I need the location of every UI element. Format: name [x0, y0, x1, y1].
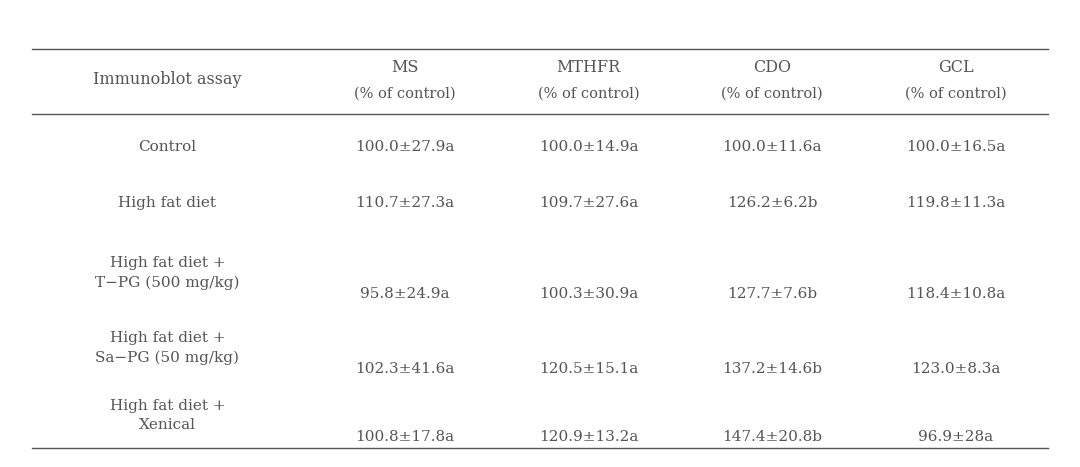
Text: (% of control): (% of control) [721, 86, 823, 100]
Text: High fat diet +
T−PG (500 mg/kg): High fat diet + T−PG (500 mg/kg) [95, 256, 240, 290]
Text: 100.0±16.5a: 100.0±16.5a [906, 140, 1005, 154]
Text: (% of control): (% of control) [905, 86, 1007, 100]
Text: 127.7±7.6b: 127.7±7.6b [727, 287, 818, 301]
Text: 100.8±17.8a: 100.8±17.8a [355, 430, 455, 444]
Text: 96.9±28a: 96.9±28a [918, 430, 994, 444]
Text: 109.7±27.6a: 109.7±27.6a [539, 196, 638, 210]
Text: 100.0±27.9a: 100.0±27.9a [355, 140, 455, 154]
Text: MS: MS [391, 59, 419, 76]
Text: Control: Control [138, 140, 197, 154]
Text: Immunoblot assay: Immunoblot assay [93, 71, 242, 88]
Text: 102.3±41.6a: 102.3±41.6a [355, 362, 455, 376]
Text: 137.2±14.6b: 137.2±14.6b [723, 362, 822, 376]
Text: 120.5±15.1a: 120.5±15.1a [539, 362, 638, 376]
Text: 100.3±30.9a: 100.3±30.9a [539, 287, 638, 301]
Text: High fat diet +
Sa−PG (50 mg/kg): High fat diet + Sa−PG (50 mg/kg) [95, 331, 240, 365]
Text: GCL: GCL [939, 59, 973, 76]
Text: (% of control): (% of control) [354, 86, 456, 100]
Text: 120.9±13.2a: 120.9±13.2a [539, 430, 638, 444]
Text: 126.2±6.2b: 126.2±6.2b [727, 196, 818, 210]
Text: 100.0±14.9a: 100.0±14.9a [539, 140, 638, 154]
Text: 95.8±24.9a: 95.8±24.9a [361, 287, 449, 301]
Text: MTHFR: MTHFR [556, 59, 621, 76]
Text: 119.8±11.3a: 119.8±11.3a [906, 196, 1005, 210]
Text: 100.0±11.6a: 100.0±11.6a [723, 140, 822, 154]
Text: CDO: CDO [753, 59, 792, 76]
Text: 110.7±27.3a: 110.7±27.3a [355, 196, 455, 210]
Text: 123.0±8.3a: 123.0±8.3a [912, 362, 1000, 376]
Text: 147.4±20.8b: 147.4±20.8b [723, 430, 822, 444]
Text: High fat diet: High fat diet [119, 196, 216, 210]
Text: 118.4±10.8a: 118.4±10.8a [906, 287, 1005, 301]
Text: High fat diet +
Xenical: High fat diet + Xenical [109, 399, 226, 432]
Text: (% of control): (% of control) [538, 86, 639, 100]
